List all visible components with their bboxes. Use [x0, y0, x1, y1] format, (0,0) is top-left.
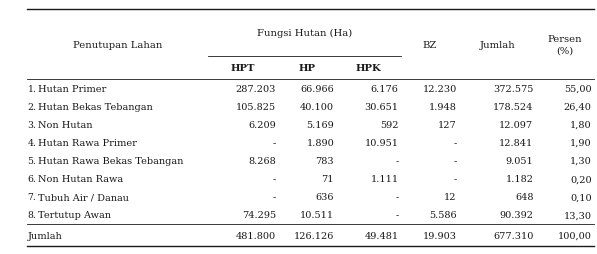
Text: 8.268: 8.268	[248, 156, 276, 166]
Text: BZ: BZ	[423, 41, 437, 50]
Text: 74.295: 74.295	[242, 211, 276, 219]
Text: 12.841: 12.841	[499, 138, 533, 148]
Text: -: -	[273, 193, 276, 201]
Text: 0,10: 0,10	[570, 193, 592, 201]
Text: Persen
(%): Persen (%)	[547, 35, 582, 55]
Text: -: -	[273, 138, 276, 148]
Text: -: -	[454, 156, 457, 166]
Text: -: -	[273, 174, 276, 183]
Text: 10.951: 10.951	[365, 138, 398, 148]
Text: 13,30: 13,30	[564, 211, 592, 219]
Text: 1.948: 1.948	[429, 103, 457, 112]
Text: 1,30: 1,30	[570, 156, 592, 166]
Text: 6.209: 6.209	[248, 121, 276, 130]
Text: 126.126: 126.126	[294, 231, 334, 240]
Text: HPK: HPK	[356, 64, 381, 73]
Text: Fungsi Hutan (Ha): Fungsi Hutan (Ha)	[257, 29, 352, 38]
Text: -: -	[454, 138, 457, 148]
Text: -: -	[395, 193, 398, 201]
Text: Tertutup Awan: Tertutup Awan	[38, 211, 110, 219]
Text: 12: 12	[444, 193, 457, 201]
Text: 783: 783	[315, 156, 334, 166]
Text: 1,80: 1,80	[570, 121, 592, 130]
Text: Jumlah: Jumlah	[27, 231, 62, 240]
Text: 1.: 1.	[27, 85, 36, 93]
Text: 1,90: 1,90	[570, 138, 592, 148]
Text: 636: 636	[316, 193, 334, 201]
Text: 66.966: 66.966	[300, 85, 334, 93]
Text: 9.051: 9.051	[506, 156, 533, 166]
Text: Hutan Primer: Hutan Primer	[38, 85, 106, 93]
Text: 19.903: 19.903	[423, 231, 457, 240]
Text: HPT: HPT	[231, 64, 256, 73]
Text: 127: 127	[438, 121, 457, 130]
Text: 40.100: 40.100	[300, 103, 334, 112]
Text: 677.310: 677.310	[493, 231, 533, 240]
Text: 12.230: 12.230	[423, 85, 457, 93]
Text: 7.: 7.	[27, 193, 36, 201]
Text: 6.176: 6.176	[371, 85, 398, 93]
Text: 648: 648	[515, 193, 533, 201]
Text: Jumlah: Jumlah	[479, 41, 515, 50]
Text: Hutan Bekas Tebangan: Hutan Bekas Tebangan	[38, 103, 152, 112]
Text: 372.575: 372.575	[493, 85, 533, 93]
Text: 49.481: 49.481	[364, 231, 398, 240]
Text: 0,20: 0,20	[570, 174, 592, 183]
Text: Tubuh Air / Danau: Tubuh Air / Danau	[38, 193, 128, 201]
Text: Non Hutan: Non Hutan	[38, 121, 92, 130]
Text: 1.111: 1.111	[370, 174, 398, 183]
Text: 481.800: 481.800	[236, 231, 276, 240]
Text: 100,00: 100,00	[558, 231, 592, 240]
Text: 5.169: 5.169	[306, 121, 334, 130]
Text: 90.392: 90.392	[499, 211, 533, 219]
Text: 592: 592	[380, 121, 398, 130]
Text: 1.890: 1.890	[306, 138, 334, 148]
Text: Penutupan Lahan: Penutupan Lahan	[73, 41, 162, 50]
Text: 8.: 8.	[27, 211, 36, 219]
Text: 71: 71	[322, 174, 334, 183]
Text: 5.586: 5.586	[429, 211, 457, 219]
Text: 178.524: 178.524	[493, 103, 533, 112]
Text: 5.: 5.	[27, 156, 36, 166]
Text: 12.097: 12.097	[499, 121, 533, 130]
Text: 287.203: 287.203	[235, 85, 276, 93]
Text: -: -	[395, 156, 398, 166]
Text: HP: HP	[299, 64, 316, 73]
Text: Non Hutan Rawa: Non Hutan Rawa	[38, 174, 123, 183]
Text: 55,00: 55,00	[564, 85, 592, 93]
Text: 26,40: 26,40	[564, 103, 592, 112]
Text: 6.: 6.	[27, 174, 36, 183]
Text: 105.825: 105.825	[236, 103, 276, 112]
Text: 4.: 4.	[27, 138, 36, 148]
Text: -: -	[454, 174, 457, 183]
Text: Hutan Rawa Bekas Tebangan: Hutan Rawa Bekas Tebangan	[38, 156, 183, 166]
Text: 2.: 2.	[27, 103, 36, 112]
Text: 30.651: 30.651	[365, 103, 398, 112]
Text: 3.: 3.	[27, 121, 36, 130]
Text: -: -	[395, 211, 398, 219]
Text: 10.511: 10.511	[300, 211, 334, 219]
Text: Hutan Rawa Primer: Hutan Rawa Primer	[38, 138, 137, 148]
Text: 1.182: 1.182	[506, 174, 533, 183]
